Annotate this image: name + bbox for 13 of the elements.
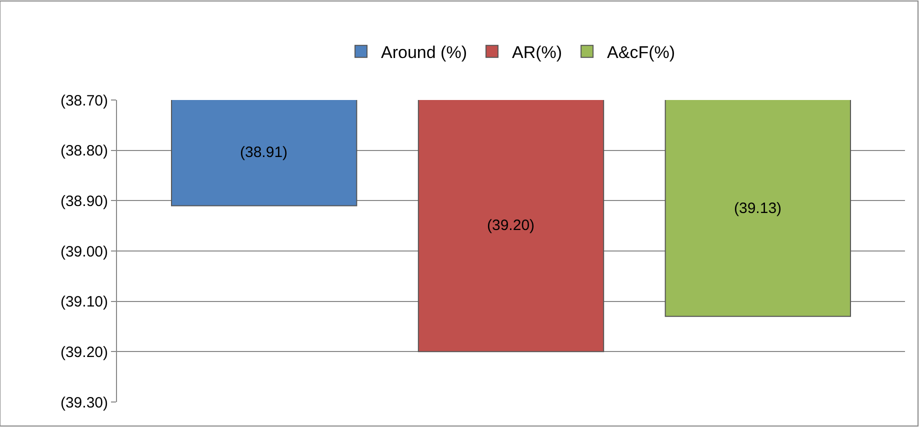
legend-label: A&cF(%) xyxy=(607,42,676,62)
y-tick-label: (38.80) xyxy=(60,142,108,160)
data-label: (39.20) xyxy=(487,217,535,234)
data-label: (39.13) xyxy=(734,200,782,217)
y-tick-label: (38.90) xyxy=(60,192,108,210)
data-label: (38.91) xyxy=(240,144,288,161)
y-tick-label: (39.30) xyxy=(60,394,108,412)
y-tick-label: (39.10) xyxy=(60,294,108,311)
y-tick-label: (39.00) xyxy=(60,243,108,260)
legend-label: AR(%) xyxy=(512,42,562,62)
legend-label: Around (%) xyxy=(381,42,467,62)
y-tick-label: (38.70) xyxy=(60,92,108,110)
y-tick-label: (39.20) xyxy=(60,344,108,361)
